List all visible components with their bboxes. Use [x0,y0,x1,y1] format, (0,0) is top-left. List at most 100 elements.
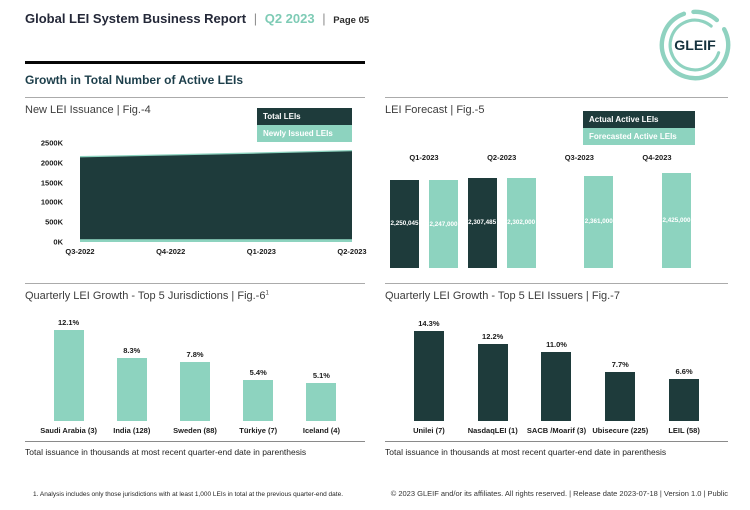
bar-value-label: 12.1% [57,317,80,327]
bar-value-label: 7.7% [611,360,629,370]
fig5-legend: Actual Active LEIs Forecasted Active LEI… [583,111,695,145]
category-label: LEIL (58) [668,426,700,435]
logo-outer-ring [659,9,731,81]
fig6-bar-chart: 12.1% Saudi Arabia (3) 8.3% India (128) 7.8%… [37,308,353,438]
fig6-title-text: Quarterly LEI Growth - Top 5 Jurisdictio… [25,290,266,302]
empty-bar-slot [545,267,574,268]
empty-bar-slot [623,267,652,268]
bar-value-label: 2,307,485 [468,219,497,227]
bar-value-label: 14.3% [418,318,440,328]
header-divider [25,61,365,64]
fig4-panel: New LEI Issuance | Fig.-4 Total LEIs New… [25,97,367,279]
y-axis-tick: 500K [45,217,63,227]
bar-value-label: 11.0% [546,339,567,349]
y-axis-tick: 1000K [40,197,63,207]
bar-value-label: 8.3% [123,346,141,356]
category-label: Sweden (88) [173,426,217,435]
growth-bar [180,362,210,421]
forecast-bar-group: Q3-2023 2,361,000 [545,153,614,268]
x-axis-label: Q4-2022 [156,247,186,256]
fig4-y-axis: 2500K 2000K 1500K 1000K 500K 0K [25,139,71,247]
growth-bar-column: 12.2% NasdaqLEI (1) [461,308,525,438]
category-label: Türkiye (7) [239,426,278,435]
forecast-bar: 2,302,000 [506,177,536,268]
fig6-title-footnote-marker: 1 [265,290,269,297]
y-axis-tick: 0K [53,237,63,247]
growth-bar-column: 11.0% SACB /Moarif (3) [525,308,589,438]
separator: | [322,11,326,26]
growth-bar [306,382,337,421]
quarter-label: Q4-2023 [642,153,672,162]
fig6-panel: Quarterly LEI Growth - Top 5 Jurisdictio… [25,283,365,439]
forecast-bar: 2,307,485 [467,177,497,268]
fig6-title: Quarterly LEI Growth - Top 5 Jurisdictio… [25,290,365,302]
fig5-title: LEI Forecast | Fig.-5 [385,104,485,116]
fig4-area-chart [80,149,352,242]
quarter-label: Q1-2023 [409,153,439,162]
area-top-edge [80,149,352,158]
growth-bar-column: 7.7% Ubisecure (225) [588,308,652,438]
fig4-x-axis: Q3-2022 Q4-2022 Q1-2023 Q2-2023 [65,247,366,259]
category-label: Saudi Arabia (3) [40,426,98,435]
growth-bar [541,351,572,421]
bar-value-label: 2,302,000 [507,219,536,227]
growth-bar-column: 8.3% India (128) [100,308,163,438]
y-axis-tick: 2000K [40,158,63,168]
fig5-bar-chart: Q1-2023 2,250,045 2,247,000 Q2-2023 2,307,48… [390,153,691,268]
total-leis-area [80,150,352,242]
growth-bar [116,358,147,421]
growth-bar [669,379,700,421]
analysis-footnote: 1. Analysis includes only those jurisdic… [33,491,344,498]
growth-bar-column: 14.3% Unilei (7) [397,308,461,438]
bar-pair: 2,361,000 [545,173,614,268]
forecast-bar: 2,361,000 [584,175,614,268]
growth-bar-column: 5.1% Iceland (4) [290,308,353,438]
fig4-title: New LEI Issuance | Fig.-4 [25,104,151,116]
growth-bar-column: 12.1% Saudi Arabia (3) [37,308,100,438]
bar-value-label: 2,425,000 [662,217,691,224]
bar-pair: 2,425,000 [623,173,691,268]
page-number: Page 05 [333,15,370,26]
category-label: India (128) [113,426,151,435]
fig7-title: Quarterly LEI Growth - Top 5 LEI Issuers… [385,290,620,302]
category-label: NasdaqLEI (1) [467,426,518,435]
fig4-legend: Total LEIs Newly Issued LEIs [257,108,352,142]
growth-bar [413,330,444,421]
forecast-bar: 2,425,000 [661,173,691,268]
bar-value-label: 2,247,000 [429,220,458,228]
bar-value-label: 5.4% [249,368,267,378]
fig6-note: Total issuance in thousands at most rece… [25,441,365,457]
forecast-bar-group: Q1-2023 2,250,045 2,247,000 [390,153,458,268]
fig7-note: Total issuance in thousands at most rece… [385,441,728,457]
forecast-bar: 2,250,045 [390,179,419,268]
forecast-bar: 2,247,000 [429,180,458,268]
section-heading: Growth in Total Number of Active LEIs [25,73,244,87]
fig7-bar-chart: 14.3% Unilei (7) 12.2% NasdaqLEI (1) 11.0% SA… [397,308,716,438]
bar-pair: 2,307,485 2,302,000 [467,173,536,268]
bar-value-label: 5.1% [312,370,330,380]
legend-forecasted-active-leis: Forecasted Active LEIs [583,128,695,145]
bar-pair: 2,250,045 2,247,000 [390,173,458,268]
y-axis-tick: 1500K [40,178,63,188]
gleif-logo: GLEIF [656,6,734,84]
legend-newly-issued-leis: Newly Issued LEIs [257,125,352,142]
quarter-label: Q2-2023 [487,153,517,162]
growth-bar [477,343,508,421]
fig7-panel: Quarterly LEI Growth - Top 5 LEI Issuers… [385,283,728,439]
logo-inner-ring [668,18,722,72]
fig5-panel: LEI Forecast | Fig.-5 Actual Active LEIs… [385,97,728,279]
legend-total-leis: Total LEIs [257,108,352,125]
category-label: Ubisecure (225) [592,426,649,435]
bar-value-label: 2,361,000 [584,218,613,226]
x-axis-label: Q3-2022 [65,247,95,256]
logo-text: GLEIF [674,37,716,53]
category-label: Iceland (4) [302,426,340,435]
growth-bar [605,372,636,421]
x-axis-label: Q1-2023 [246,247,276,256]
x-axis-label: Q2-2023 [337,247,367,256]
newly-issued-leis-area [80,239,352,242]
growth-bar [243,380,274,421]
report-title: Global LEI System Business Report | Q2 2… [25,11,369,26]
category-label: SACB /Moarif (3) [526,426,587,435]
